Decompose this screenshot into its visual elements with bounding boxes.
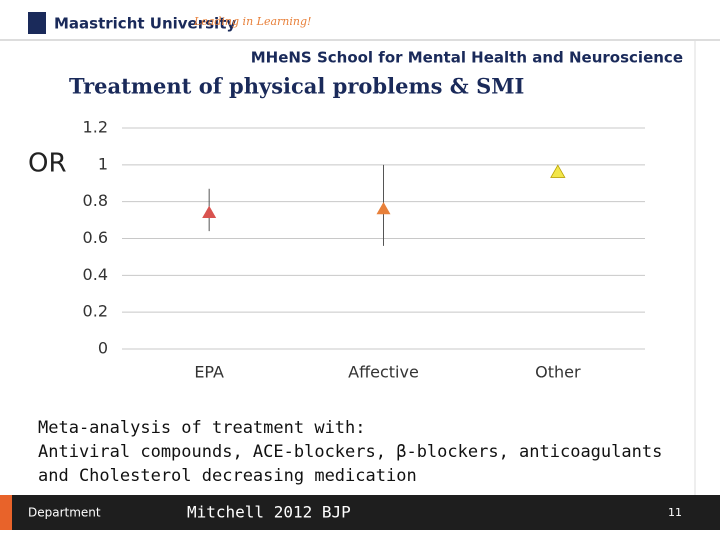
university-name: Maastricht University (54, 15, 236, 33)
body-line: Meta-analysis of treatment with: (38, 418, 366, 438)
y-tick-label: 0.8 (83, 191, 108, 210)
body-line: and Cholesterol decreasing medication (38, 466, 417, 486)
x-tick-label: Affective (348, 363, 419, 382)
y-tick-label: 0 (98, 339, 108, 358)
footer-accent (0, 495, 12, 530)
chart-title: Treatment of physical problems & SMI (69, 74, 524, 99)
page-number: 11 (668, 506, 682, 519)
y-axis-label: OR (28, 149, 67, 179)
x-tick-label: Other (535, 363, 581, 382)
y-tick-label: 1 (98, 154, 108, 173)
x-tick-label: EPA (194, 363, 224, 382)
footer-department: Department (28, 506, 101, 520)
y-tick-label: 1.2 (83, 118, 108, 137)
y-tick-label: 0.4 (83, 265, 108, 284)
body-line: Antiviral compounds, ACE-blockers, β-blo… (38, 442, 662, 462)
y-tick-label: 0.2 (83, 302, 108, 321)
point-marker (550, 164, 566, 178)
logo-mark (28, 12, 46, 34)
footer-reference: Mitchell 2012 BJP (187, 503, 351, 522)
tagline: Leading in Learning! (193, 15, 311, 28)
footer-bar (0, 495, 720, 530)
school-name: MHeNS School for Mental Health and Neuro… (251, 49, 683, 67)
point-marker (376, 202, 391, 215)
y-tick-label: 0.6 (83, 228, 108, 247)
point-marker (202, 205, 217, 218)
